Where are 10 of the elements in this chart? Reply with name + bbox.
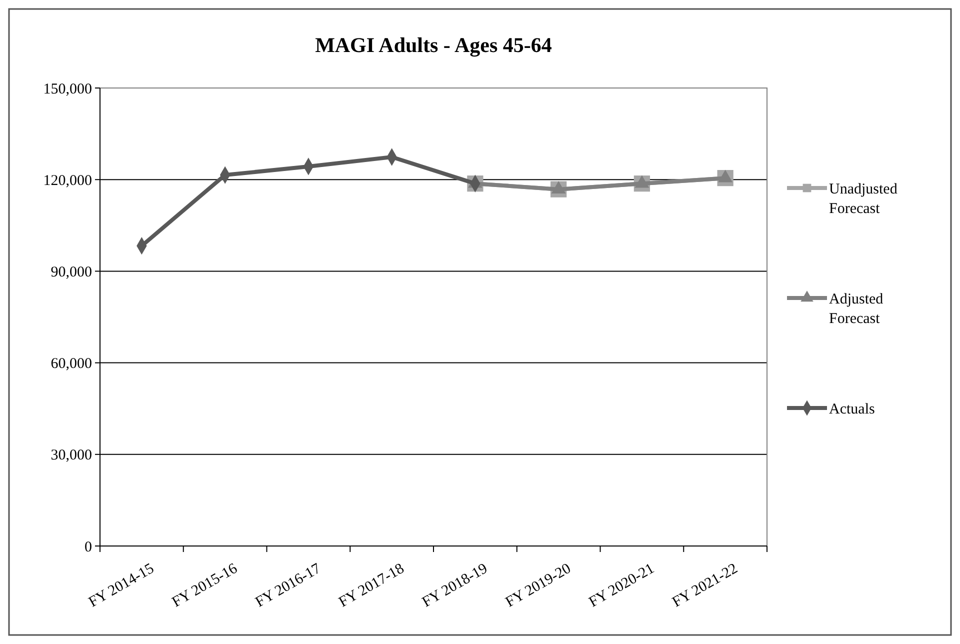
y-tick-label: 60,000: [50, 356, 92, 372]
y-tick-label: 120,000: [43, 172, 92, 189]
y-tick-label: 150,000: [43, 81, 92, 98]
y-tick-label: 30,000: [50, 448, 92, 464]
y-tick-label: 90,000: [50, 264, 92, 280]
legend-label: Unadjusted Forecast: [829, 181, 898, 217]
chart-title: MAGI Adults - Ages 45-64: [315, 33, 552, 57]
y-tick-label: 0: [84, 539, 92, 556]
legend-label: Actuals: [829, 401, 875, 418]
legend-label: Adjusted Forecast: [829, 291, 884, 327]
